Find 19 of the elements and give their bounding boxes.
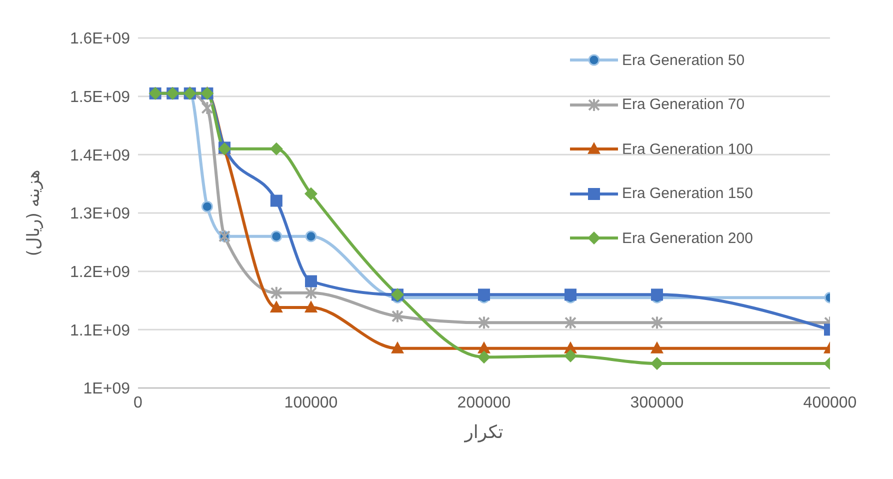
legend-label: Era Generation 50	[622, 52, 745, 69]
legend-label: Era Generation 100	[622, 140, 753, 158]
legend-label: Era Generation 70	[622, 96, 745, 114]
x-tick-label: 400000	[803, 394, 857, 412]
legend-label: Era Generation 150	[622, 185, 753, 202]
legend-label: Era Generation 200	[622, 230, 753, 247]
y-axis-title: هزینه (ریال)	[24, 170, 44, 256]
x-tick-label: 200000	[457, 394, 511, 412]
x-tick-label: 300000	[630, 394, 684, 412]
y-tick-label: 1.3E+09	[70, 206, 130, 223]
y-tick-label: 1.6E+09	[70, 30, 130, 48]
x-tick-label: 0	[134, 394, 143, 412]
y-tick-label: 1E+09	[83, 380, 130, 398]
y-tick-label: 1.2E+09	[70, 264, 130, 282]
y-tick-label: 1.5E+09	[70, 89, 130, 106]
x-tick-label: 100000	[284, 394, 338, 412]
y-tick-label: 1.4E+09	[70, 147, 130, 164]
y-tick-label: 1.1E+09	[70, 322, 130, 340]
x-axis-title: تکرار	[464, 422, 504, 443]
